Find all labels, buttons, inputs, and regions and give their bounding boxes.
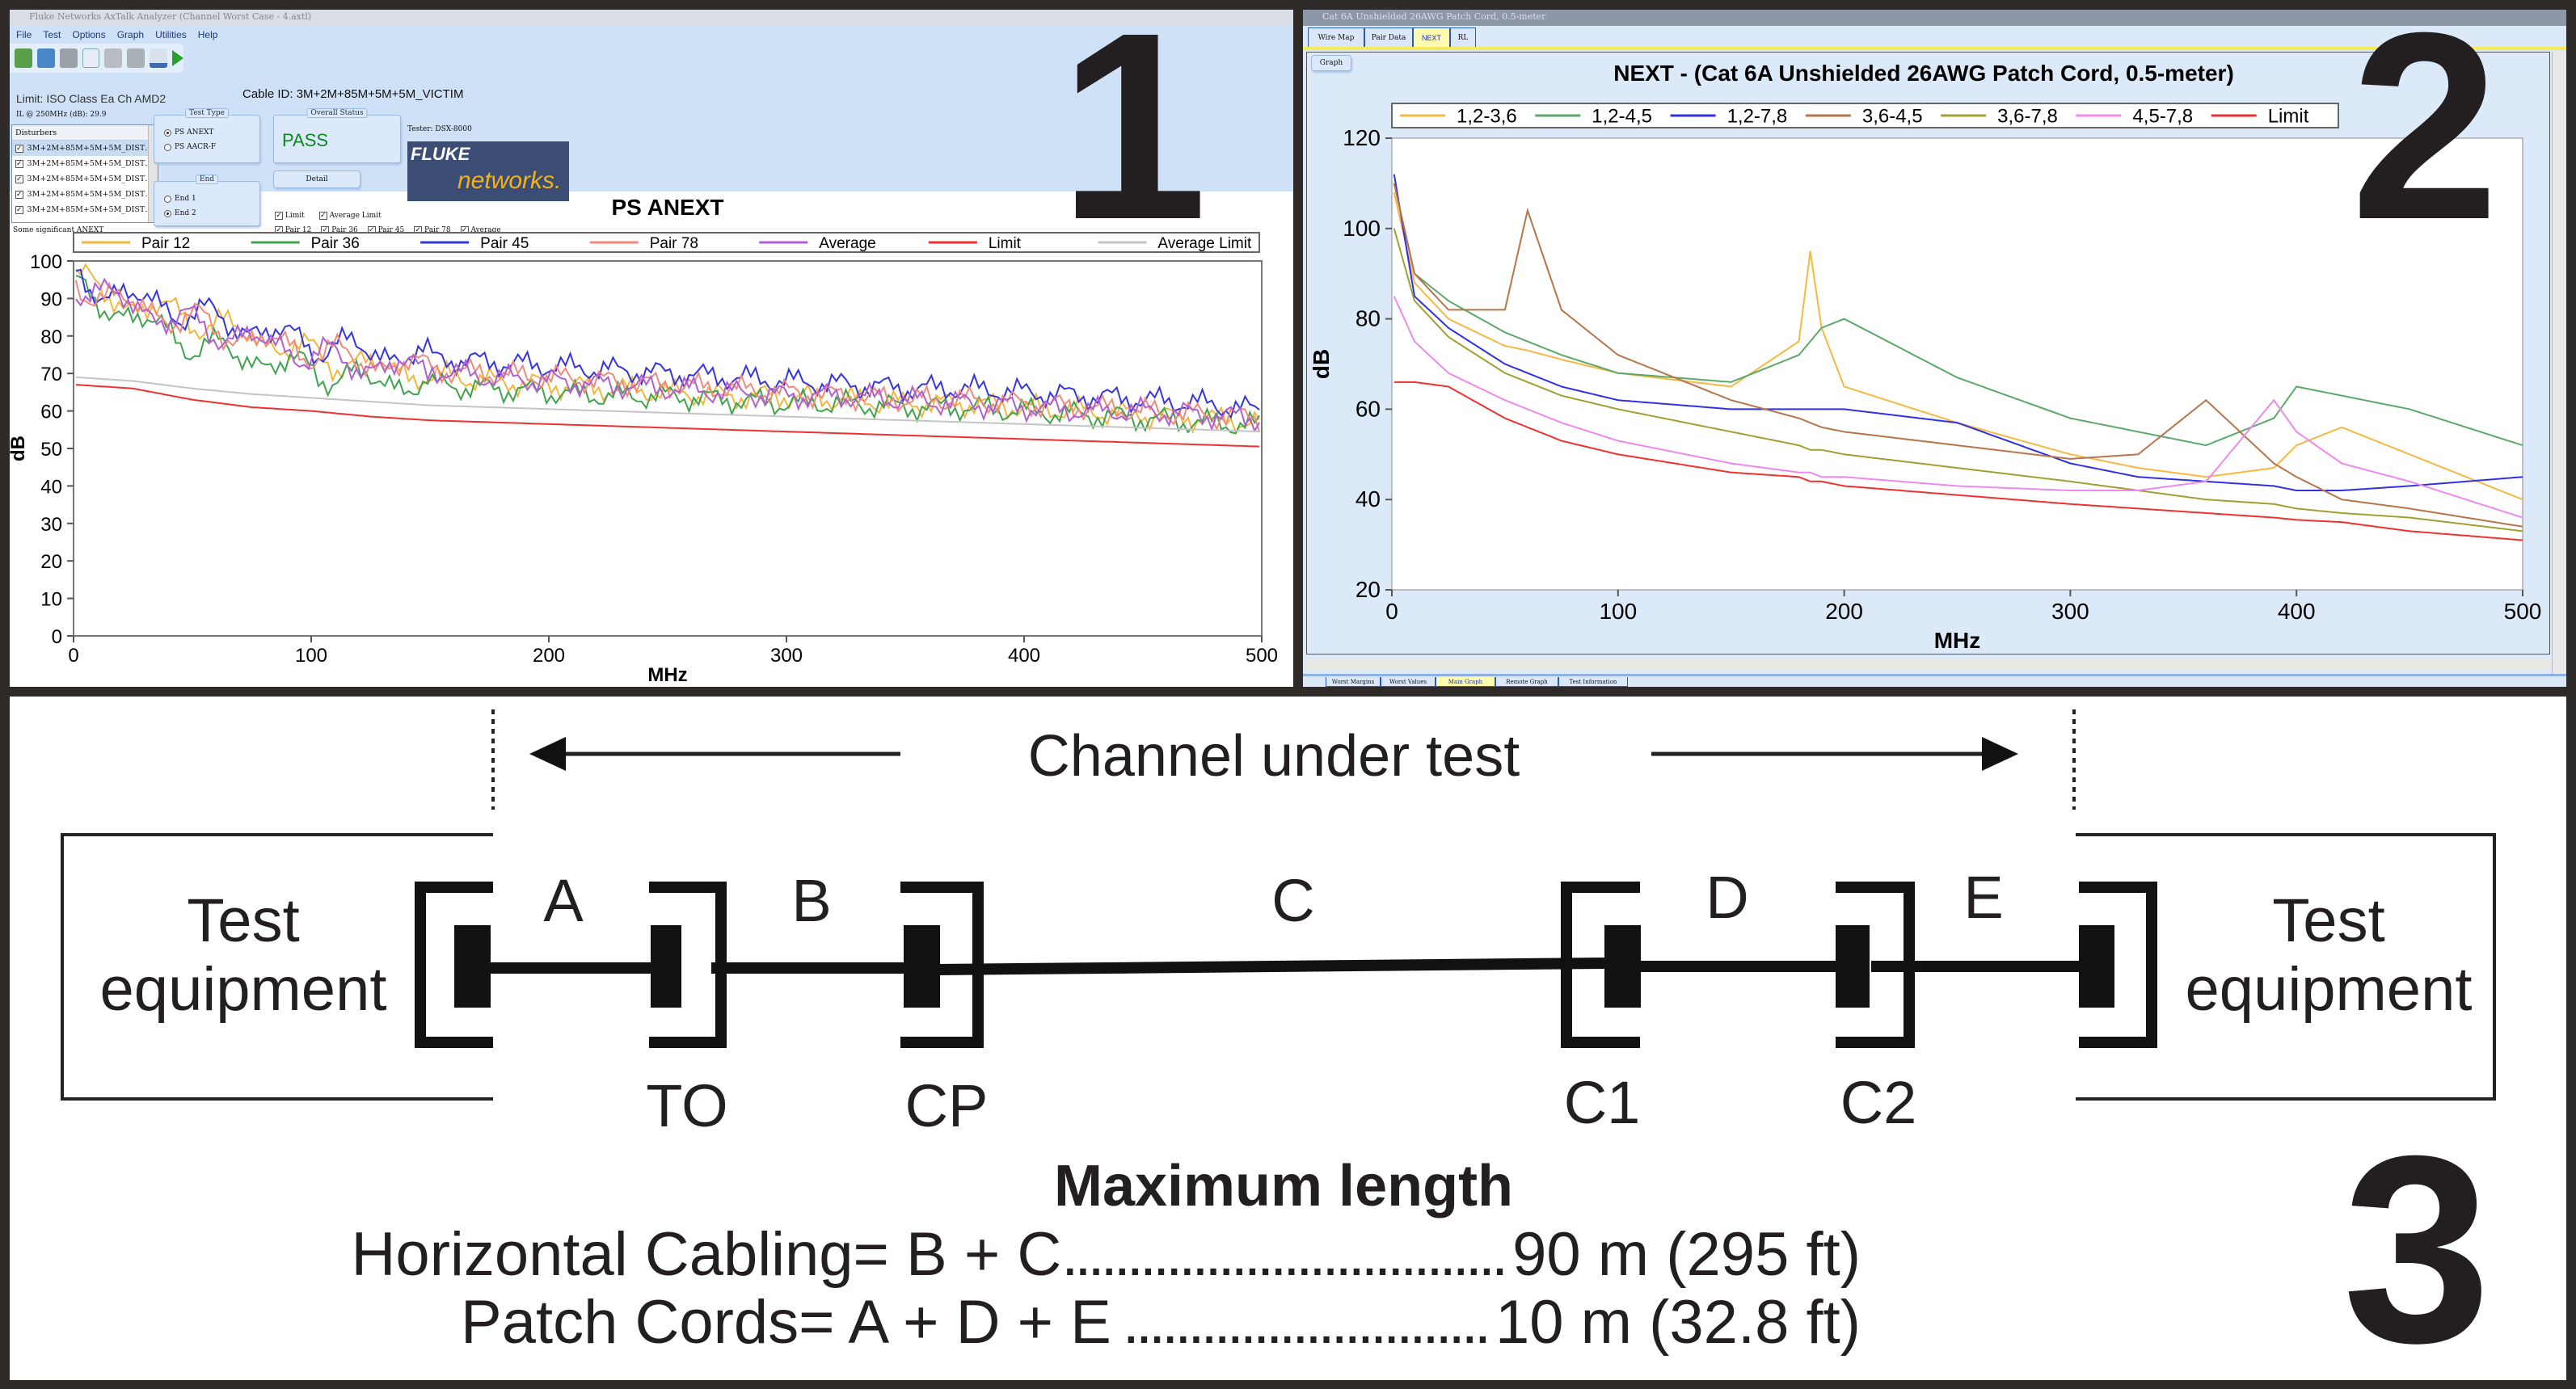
tab-wire-map[interactable]: Wire Map: [1308, 27, 1364, 47]
toolbar: [10, 44, 184, 73]
menu-help[interactable]: Help: [197, 29, 218, 40]
cable-id: Cable ID: 3M+2M+85M+5M+5M_VICTIM: [242, 87, 464, 101]
tab-test-information[interactable]: Test Information: [1558, 677, 1628, 687]
tab-next[interactable]: NEXT: [1413, 27, 1450, 47]
checkbox[interactable]: ✓: [15, 175, 23, 183]
list-item[interactable]: ✓ 3M+2M+85M+5M+5M_DIST…: [12, 171, 158, 187]
bottom-tab-divider: [1303, 674, 2566, 676]
checkbox-average-limit[interactable]: ✓ Average Limit: [318, 212, 382, 220]
checkbox-row-2: ✓ Pair 12 ✓ Pair 36 ✓ Pair 45 ✓ Pair 78 …: [275, 226, 501, 234]
checkbox-pair-45[interactable]: ✓ Pair 45: [367, 226, 405, 234]
test-type-group: Test Type PS ANEXT PS AACR-F: [154, 108, 260, 163]
tab-pair-data[interactable]: Pair Data: [1364, 27, 1413, 47]
disturber-label: 3M+2M+85M+5M+5M_DIST…: [27, 205, 153, 214]
tab-worst-margins[interactable]: Worst Margins: [1326, 677, 1381, 687]
checkbox-row-1: ✓ Limit ✓ Average Limit: [275, 212, 382, 220]
overall-status-group: Overall Status PASS: [273, 108, 401, 163]
list-item[interactable]: ✓ 3M+2M+85M+5M+5M_DIST…: [12, 187, 158, 202]
disturber-label: 3M+2M+85M+5M+5M_DIST…: [27, 175, 153, 183]
new-icon[interactable]: [15, 48, 32, 68]
il-text: IL @ 250MHz (dB): 29.9: [16, 111, 107, 119]
run-icon[interactable]: [172, 50, 184, 66]
tester-text: Tester: DSX-8000: [407, 125, 472, 133]
end-group: End End 1 End 2: [154, 175, 260, 226]
radio-ps-aacr-f[interactable]: PS AACR-F: [164, 140, 259, 154]
radio-ps-anext[interactable]: PS ANEXT: [164, 125, 259, 140]
checkbox-limit[interactable]: ✓ Limit: [275, 212, 305, 220]
checkbox-pair-36[interactable]: ✓ Pair 36: [321, 226, 358, 234]
disturber-label: 3M+2M+85M+5M+5M_DIST…: [27, 144, 153, 153]
panel-1-ps-anext: Fluke Networks AxTalk Analyzer (Channel …: [10, 10, 1293, 687]
checkbox[interactable]: ✓: [15, 144, 23, 153]
vertical-scrollbar[interactable]: [2552, 52, 2565, 674]
tab-remote-graph[interactable]: Remote Graph: [1495, 677, 1558, 687]
tab-rl[interactable]: RL: [1450, 27, 1476, 47]
fluke-networks-logo: FLUKE networks.: [407, 141, 569, 201]
tab-main-graph[interactable]: Main Graph: [1436, 677, 1495, 687]
checkbox[interactable]: ✓: [15, 159, 23, 168]
checkbox-pair-12[interactable]: ✓ Pair 12: [275, 226, 312, 234]
limit-text: Limit: ISO Class Ea Ch AMD2: [16, 92, 167, 105]
menu-graph[interactable]: Graph: [116, 29, 145, 40]
checkbox[interactable]: ✓: [15, 190, 23, 199]
list-item[interactable]: ✓ 3M+2M+85M+5M+5M_DIST…: [12, 141, 158, 156]
graph-frame: [1306, 52, 2550, 655]
menu-test[interactable]: Test: [43, 29, 61, 40]
checkbox-pair-78[interactable]: ✓ Pair 78: [414, 226, 451, 234]
test-type-label: Test Type: [185, 108, 229, 118]
save-icon[interactable]: [59, 48, 78, 68]
window-title-bar: Cat 6A Unshielded 26AWG Patch Cord, 0.5-…: [1303, 10, 2566, 26]
horizontal-scrollbar[interactable]: [1306, 659, 2550, 671]
menu-bar: File Test Options Graph Utilities Help: [10, 26, 217, 44]
graph-button[interactable]: Graph: [1311, 55, 1351, 71]
panel-2-next: Cat 6A Unshielded 26AWG Patch Cord, 0.5-…: [1303, 10, 2566, 687]
checkbox-average[interactable]: ✓ Average: [460, 226, 501, 234]
pdf-icon[interactable]: [82, 48, 100, 68]
print-icon[interactable]: [104, 48, 123, 68]
end-label: End: [195, 175, 219, 184]
list-item[interactable]: ✓ 3M+2M+85M+5M+5M_DIST…: [12, 202, 158, 217]
radio-end-2[interactable]: End 2: [164, 206, 259, 221]
menu-file[interactable]: File: [16, 29, 32, 40]
list-item[interactable]: ✓ 3M+2M+85M+5M+5M_DIST…: [12, 156, 158, 171]
status-pass: PASS: [282, 130, 329, 150]
menu-utilities[interactable]: Utilities: [155, 29, 187, 40]
disturbers-header: Disturbers: [12, 125, 158, 141]
overall-status-label: Overall Status: [306, 108, 368, 118]
open-folder-icon[interactable]: [36, 48, 55, 68]
menu-options[interactable]: Options: [72, 29, 106, 40]
disturbers-list[interactable]: Disturbers ✓ 3M+2M+85M+5M+5M_DIST… ✓ 3M+2M…: [11, 124, 158, 223]
note-text: Some significant ANEXT: [13, 226, 104, 234]
panel-3-channel-diagram: [10, 697, 2566, 1380]
disturber-label: 3M+2M+85M+5M+5M_DIST…: [27, 190, 153, 199]
disturber-label: 3M+2M+85M+5M+5M_DIST…: [27, 159, 153, 168]
detail-button[interactable]: Detail: [273, 170, 360, 188]
checkbox[interactable]: ✓: [15, 205, 23, 214]
tab-worst-values[interactable]: Worst Values: [1381, 677, 1436, 687]
tab-underline: [1303, 47, 2566, 50]
print-preview-icon[interactable]: [127, 48, 145, 68]
radio-end-1[interactable]: End 1: [164, 192, 259, 206]
chart-icon[interactable]: [150, 48, 168, 68]
window-title-bar: Fluke Networks AxTalk Analyzer (Channel …: [10, 10, 1293, 26]
